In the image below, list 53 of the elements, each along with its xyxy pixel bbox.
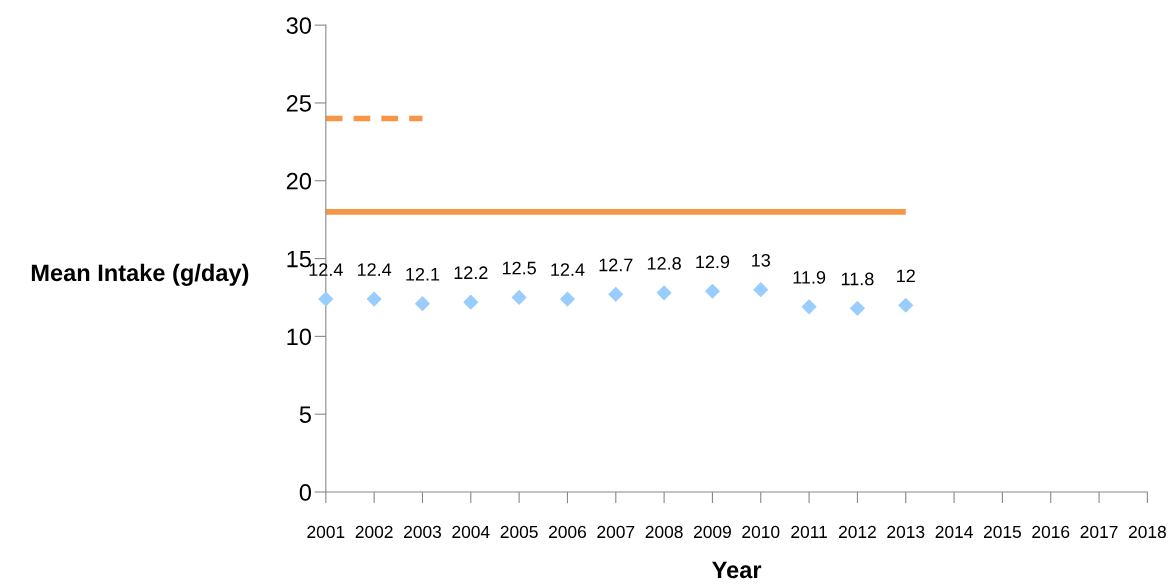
data-label: 11.9 — [793, 271, 826, 284]
data-label: 12.9 — [696, 255, 730, 269]
x-tick-label: 2015 — [983, 525, 1021, 539]
point — [898, 297, 914, 313]
data-label: 11.8 — [841, 272, 874, 286]
point — [656, 285, 672, 301]
data-label: 12.4 — [357, 263, 392, 276]
x-axis-title: Year — [712, 561, 762, 579]
x-tick-label: 2006 — [549, 525, 586, 539]
data-label: 12.8 — [647, 257, 681, 270]
x-tick-label: 2013 — [887, 525, 925, 539]
x-tick-label: 2016 — [1032, 525, 1070, 539]
y-tick-label: 15 — [287, 250, 311, 268]
point — [366, 291, 382, 307]
y-tick-label: 10 — [287, 328, 312, 346]
x-tick-label: 2001 — [307, 525, 345, 539]
point — [511, 289, 527, 306]
x-tick-label: 2017 — [1080, 525, 1118, 539]
y-tick-label: 0 — [299, 484, 311, 501]
y-tick-label: 25 — [286, 95, 311, 112]
x-tick-label: 2011 — [791, 525, 827, 539]
y-tick-label: 5 — [299, 406, 311, 423]
y-tick-label: 30 — [286, 17, 312, 34]
data-label: 12.7 — [599, 258, 633, 272]
data-label: 12.4 — [309, 263, 343, 276]
x-tick-label: 2003 — [404, 525, 442, 539]
x-tick-label: 2009 — [694, 525, 731, 539]
x-tick-label: 2018 — [1128, 525, 1166, 539]
y-tick-label: 20 — [286, 172, 312, 190]
x-tick-label: 2008 — [645, 525, 683, 539]
x-tick-label: 2005 — [500, 525, 538, 539]
y-axis-title: Mean Intake (g/day) — [31, 263, 249, 286]
data-label: 12.5 — [502, 261, 536, 275]
point — [608, 286, 624, 302]
point — [463, 294, 479, 310]
point — [801, 299, 817, 315]
point — [849, 300, 866, 316]
point — [704, 283, 721, 299]
data-label: 12.2 — [454, 266, 488, 279]
point — [753, 282, 769, 298]
point — [414, 296, 431, 312]
x-tick-label: 2012 — [838, 525, 876, 539]
x-tick-label: 2002 — [355, 525, 393, 539]
point — [559, 291, 576, 307]
point — [318, 291, 334, 307]
data-label: 12.4 — [551, 263, 585, 276]
x-tick-label: 2014 — [935, 525, 973, 539]
data-label: 12 — [897, 269, 915, 283]
x-tick-label: 2010 — [742, 525, 780, 539]
data-label: 13 — [752, 253, 771, 267]
x-tick-label: 2004 — [452, 525, 490, 539]
data-label: 12.1 — [406, 267, 440, 281]
x-tick-label: 2007 — [597, 525, 635, 539]
